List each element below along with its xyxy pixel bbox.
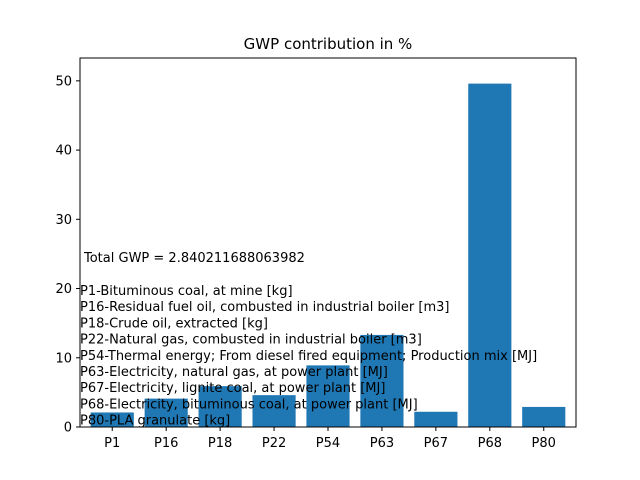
bar-p63 — [360, 334, 404, 427]
legend-line: P16-Residual fuel oil, combusted in indu… — [80, 300, 449, 315]
x-tick-label-p63: P63 — [370, 436, 394, 451]
legend-line: P68-Electricity, bituminous coal, at pow… — [80, 397, 418, 412]
y-tick-label-40: 40 — [55, 144, 72, 159]
legend-line: P80-PLA granulate [kg] — [80, 414, 230, 429]
x-tick-label-p80: P80 — [532, 436, 556, 451]
y-tick-label-30: 30 — [55, 213, 72, 228]
legend-line: P1-Bituminous coal, at mine [kg] — [80, 284, 293, 299]
bar-p80 — [522, 406, 566, 427]
x-tick-label-p18: P18 — [208, 436, 232, 451]
total-gwp-label: Total GWP = 2.840211688063982 — [83, 251, 305, 266]
bar-p68 — [468, 83, 512, 427]
bar-p22 — [252, 395, 296, 427]
legend-line: P22-Natural gas, combusted in industrial… — [80, 333, 422, 348]
y-tick-label-0: 0 — [64, 421, 72, 436]
plot-frame — [79, 57, 577, 428]
legend-line: P54-Thermal energy; From diesel fired eq… — [80, 349, 537, 364]
bar-p16 — [144, 398, 188, 427]
y-axis: 0 10 20 30 40 50 — [55, 74, 80, 436]
x-tick-label-p16: P16 — [154, 436, 178, 451]
legend-line: P63-Electricity, natural gas, at power p… — [80, 365, 388, 380]
bars-group — [90, 83, 566, 427]
x-tick-label-p68: P68 — [478, 436, 502, 451]
chart-title: GWP contribution in % — [244, 35, 413, 53]
y-tick-label-20: 20 — [55, 282, 72, 297]
x-tick-label-p54: P54 — [316, 436, 340, 451]
y-tick-label-50: 50 — [55, 74, 72, 89]
bar-p18 — [198, 386, 242, 427]
y-tick-label-10: 10 — [55, 351, 72, 366]
annotation-text: Total GWP = 2.840211688063982 P1-Bitumin… — [80, 251, 537, 429]
x-tick-label-p67: P67 — [424, 436, 448, 451]
legend-line: P18-Crude oil, extracted [kg] — [80, 316, 268, 331]
x-tick-label-p1: P1 — [104, 436, 120, 451]
bar-p67 — [414, 411, 458, 427]
legend-line: P67-Electricity, lignite coal, at power … — [80, 381, 385, 396]
bar-p54 — [306, 365, 350, 427]
bar-p1 — [90, 412, 134, 427]
x-tick-label-p22: P22 — [262, 436, 286, 451]
x-axis: P1 P16 P18 P22 P54 P63 P67 P68 P80 — [104, 427, 556, 451]
